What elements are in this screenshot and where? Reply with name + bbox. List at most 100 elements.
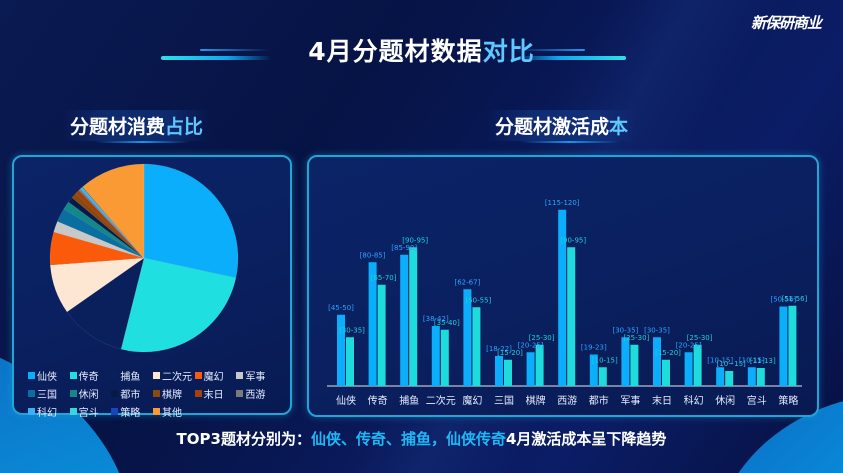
bar-label: [85-90] bbox=[391, 244, 417, 252]
bar-series-2 bbox=[598, 367, 607, 386]
section-underline bbox=[520, 141, 620, 143]
pie-slice bbox=[53, 221, 145, 259]
legend-label: 三国 bbox=[37, 390, 57, 401]
pie-slice bbox=[68, 197, 145, 259]
bar-label: [38-42] bbox=[423, 315, 449, 323]
pie-section-title: 分题材消费占比 bbox=[62, 110, 212, 141]
legend-item: 仙侠 bbox=[28, 368, 70, 383]
bar-series-1 bbox=[779, 306, 788, 386]
legend-item: 捕鱼 bbox=[111, 368, 153, 383]
x-axis-label: 传奇 bbox=[368, 394, 388, 407]
bar-label: [30-35] bbox=[612, 326, 638, 334]
pie-slice bbox=[49, 231, 145, 266]
legend-item: 策略 bbox=[111, 404, 153, 419]
summary-suffix: 4月激活成本呈下降趋势 bbox=[505, 430, 667, 448]
legend-swatch-icon bbox=[28, 408, 35, 415]
bar-series-2 bbox=[756, 368, 765, 386]
legend-label: 末日 bbox=[203, 390, 224, 401]
page-title-accent: 对比 bbox=[482, 37, 535, 66]
x-axis-label: 棋牌 bbox=[526, 394, 546, 407]
bar-label: [10~15] bbox=[717, 360, 746, 368]
bar-series-2 bbox=[440, 329, 449, 386]
pie-section-title-accent: 占比 bbox=[165, 116, 204, 138]
legend-label: 二次元 bbox=[162, 372, 192, 383]
legend-item: 都市 bbox=[111, 386, 153, 401]
bar-section-title-main: 分题材激活成 bbox=[495, 116, 610, 138]
pie-slice bbox=[63, 201, 145, 259]
bar-series-1 bbox=[368, 262, 377, 386]
pie-slice bbox=[80, 186, 145, 259]
legend-swatch-icon bbox=[111, 390, 119, 397]
pie-section-title-main: 分题材消费 bbox=[70, 116, 166, 138]
bar-label: [25-30] bbox=[623, 334, 649, 342]
legend-swatch-icon bbox=[69, 390, 77, 397]
bar-series-2 bbox=[346, 337, 354, 386]
pie-slice bbox=[79, 187, 145, 259]
pie-chart bbox=[49, 163, 239, 353]
bar-label: [35-40] bbox=[434, 319, 460, 327]
bar-label: [62-67] bbox=[454, 278, 480, 286]
x-axis-label: 三国 bbox=[494, 395, 514, 407]
legend-label: 棋牌 bbox=[162, 390, 182, 401]
legend-item: 休闲 bbox=[69, 386, 112, 401]
bar-label: [51-56] bbox=[781, 295, 807, 303]
bar-series-1 bbox=[463, 289, 472, 386]
pie-slice bbox=[120, 257, 237, 353]
x-axis-label: 策略 bbox=[778, 394, 798, 407]
legend-swatch-icon bbox=[28, 372, 35, 379]
legend-label: 休闲 bbox=[78, 390, 99, 401]
x-axis-label: 捕鱼 bbox=[399, 394, 419, 407]
pie-slice bbox=[66, 257, 145, 350]
legend-item: 二次元 bbox=[153, 368, 195, 383]
bar-series-2 bbox=[630, 344, 639, 386]
bar-series-1 bbox=[558, 209, 567, 386]
bar-label: [65-70] bbox=[371, 274, 397, 282]
bar-section-title-accent: 本 bbox=[609, 116, 629, 138]
x-axis-label: 休闲 bbox=[715, 394, 735, 407]
brand-logo: 新保研商业 bbox=[750, 14, 822, 32]
legend-label: 都市 bbox=[120, 390, 141, 401]
summary-footer: TOP3题材分别为：仙侠、传奇、捕鱼，仙侠传奇4月激活成本呈下降趋势 bbox=[0, 428, 843, 449]
bar-series-2 bbox=[725, 371, 734, 386]
legend-item: 三国 bbox=[28, 386, 70, 401]
legend-label: 其他 bbox=[162, 408, 182, 419]
bar-label: [15-20] bbox=[497, 349, 523, 357]
pie-slice bbox=[143, 163, 239, 279]
legend-item: 传奇 bbox=[69, 368, 112, 383]
bar-series-1 bbox=[684, 352, 693, 386]
legend-swatch-icon bbox=[194, 372, 202, 379]
bar-label: [50-55] bbox=[465, 296, 491, 304]
x-axis-label: 军事 bbox=[620, 394, 640, 407]
pie-legend: 仙侠 传奇 捕鱼 二次元 魔幻 军事 三国 休闲 都市 棋牌 末日 西游 科幻 宫斗 策略 其他 bbox=[28, 368, 278, 419]
summary-prefix: TOP3题材分别为： bbox=[176, 430, 311, 448]
bar-series-1 bbox=[431, 326, 440, 386]
bar-label: [30-35] bbox=[339, 326, 365, 334]
bar-label: [115-120] bbox=[545, 199, 580, 207]
x-axis-label: 西游 bbox=[557, 394, 577, 407]
pie-slice bbox=[57, 208, 145, 259]
legend-item: 军事 bbox=[236, 368, 278, 383]
bar-series-1 bbox=[589, 354, 598, 386]
bar-section-title: 分题材激活成本 bbox=[487, 110, 637, 141]
title-decor-line bbox=[515, 56, 626, 60]
legend-label: 宫斗 bbox=[78, 408, 99, 419]
x-axis-label: 二次元 bbox=[426, 394, 456, 407]
bar-series-2 bbox=[504, 359, 512, 386]
legend-label: 传奇 bbox=[78, 372, 99, 383]
bar-label: [10-15] bbox=[739, 356, 765, 364]
bar-label: [45-50] bbox=[328, 304, 354, 312]
x-axis-label: 仙侠 bbox=[336, 394, 356, 407]
pie-slice bbox=[82, 163, 145, 259]
bar-series-2 bbox=[788, 305, 797, 386]
summary-highlight: 仙侠、传奇、捕鱼，仙侠传奇 bbox=[310, 430, 506, 448]
legend-item: 末日 bbox=[194, 386, 237, 401]
page-title-main: 4月分题材数据 bbox=[308, 37, 483, 66]
bar-series-1 bbox=[400, 254, 409, 386]
legend-item: 科幻 bbox=[28, 404, 70, 419]
bar-series-2 bbox=[535, 344, 544, 386]
bar-label: [11-13] bbox=[750, 357, 776, 365]
title-decor-line bbox=[515, 49, 585, 51]
bar-series-2 bbox=[662, 359, 670, 386]
pie-slice bbox=[75, 189, 145, 259]
x-axis-label: 都市 bbox=[589, 394, 609, 407]
